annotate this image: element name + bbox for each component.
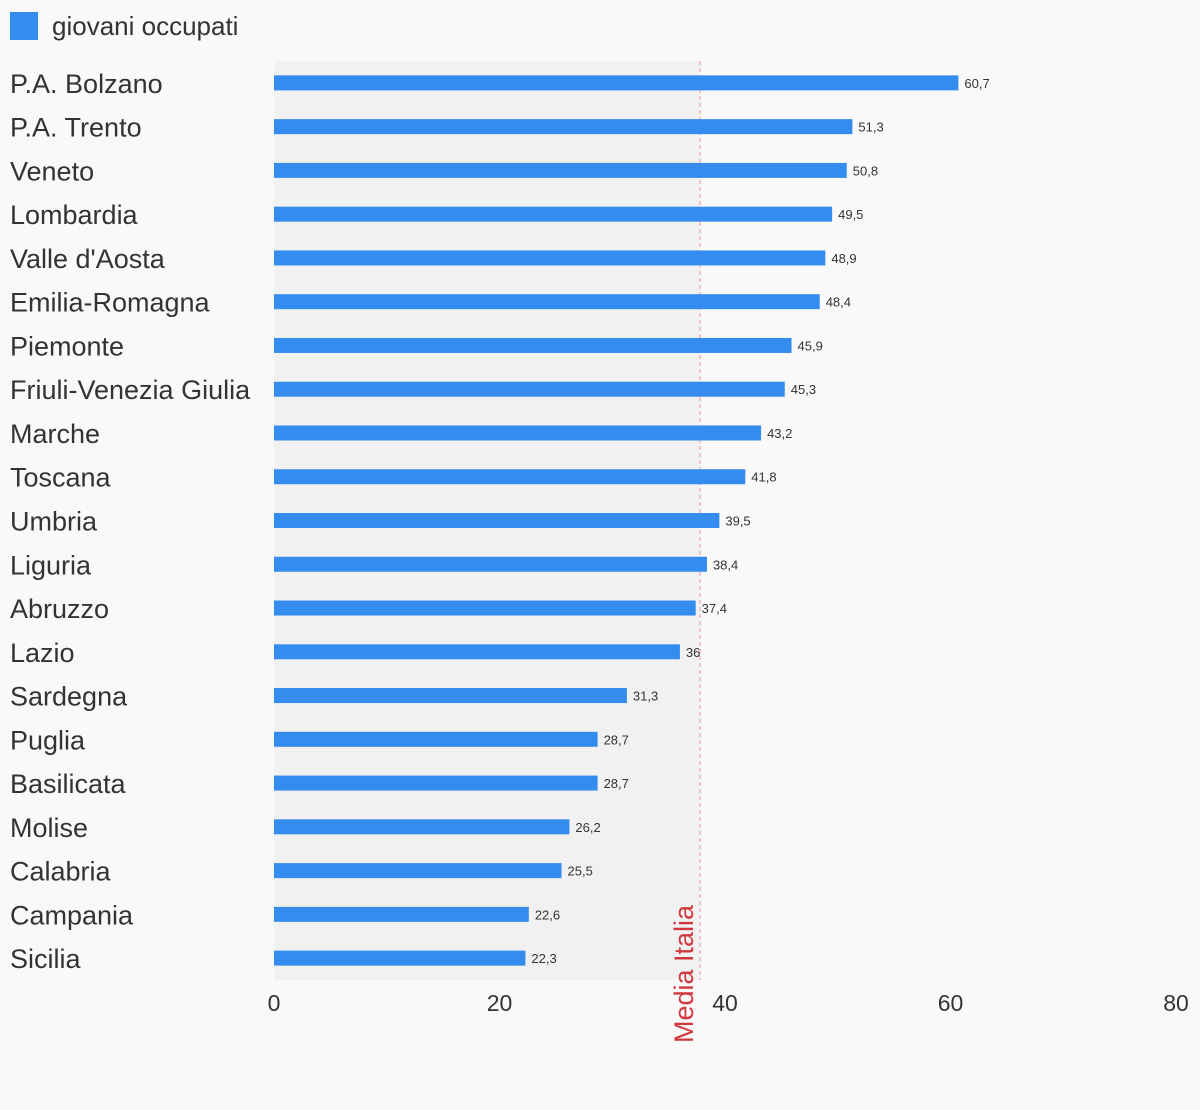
- data-label: 39,5: [725, 514, 750, 529]
- category-label: Calabria: [10, 857, 112, 887]
- bar: [274, 337, 792, 353]
- bar: [274, 469, 746, 485]
- bar: [274, 119, 853, 135]
- legend-swatch: [10, 12, 38, 40]
- data-label: 38,4: [713, 557, 738, 572]
- bar: [274, 775, 598, 791]
- data-label: 26,2: [575, 820, 600, 835]
- category-label: Toscana: [10, 463, 112, 493]
- category-label: Molise: [10, 813, 88, 843]
- bar: [274, 731, 598, 747]
- category-label: Piemonte: [10, 331, 124, 361]
- data-label: 36: [686, 645, 700, 660]
- data-label: 45,9: [798, 338, 823, 353]
- bar: [274, 206, 833, 222]
- bar: [274, 950, 526, 966]
- average-reference-label: Media Italia: [669, 904, 699, 1043]
- data-label: 25,5: [568, 864, 593, 879]
- category-label: P.A. Trento: [10, 113, 142, 143]
- category-label: Lombardia: [10, 200, 139, 230]
- bar: [274, 294, 820, 310]
- category-label: Marche: [10, 419, 100, 449]
- category-label: Sicilia: [10, 944, 82, 974]
- data-label: 31,3: [633, 689, 658, 704]
- bar: [274, 556, 707, 572]
- category-label: Emilia-Romagna: [10, 288, 211, 318]
- bar: [274, 513, 720, 528]
- category-label: Umbria: [10, 507, 98, 537]
- data-label: 45,3: [791, 382, 816, 397]
- bar: [274, 906, 529, 922]
- data-label: 28,7: [604, 776, 629, 791]
- bar: [274, 75, 959, 91]
- bar: [274, 162, 847, 178]
- category-label: Liguria: [10, 550, 92, 580]
- x-tick-label: 20: [487, 990, 513, 1016]
- data-label: 22,3: [531, 951, 556, 966]
- legend: giovani occupati: [10, 10, 238, 42]
- data-label: 22,6: [535, 907, 560, 922]
- category-label: Campania: [10, 900, 134, 930]
- data-label: 60,7: [964, 76, 989, 91]
- bar: [274, 644, 680, 660]
- x-tick-label: 80: [1163, 990, 1189, 1016]
- data-label: 48,4: [826, 295, 851, 310]
- category-label: Sardegna: [10, 682, 128, 712]
- bar: [274, 250, 826, 266]
- category-label: Abruzzo: [10, 594, 109, 624]
- data-label: 37,4: [702, 601, 727, 616]
- bar: [274, 863, 562, 879]
- data-label: 49,5: [838, 207, 863, 222]
- bar: [274, 688, 627, 704]
- data-label: 28,7: [604, 732, 629, 747]
- category-label: Veneto: [10, 156, 94, 186]
- bar: [274, 425, 762, 441]
- category-label: Puglia: [10, 725, 86, 755]
- data-label: 48,9: [831, 251, 856, 266]
- x-tick-label: 40: [712, 990, 738, 1016]
- data-label: 43,2: [767, 426, 792, 441]
- category-label: Valle d'Aosta: [10, 244, 166, 274]
- category-label: Lazio: [10, 638, 75, 668]
- bar: [274, 381, 785, 397]
- category-label: Basilicata: [10, 769, 127, 799]
- x-tick-label: 60: [938, 990, 964, 1016]
- data-label: 51,3: [858, 120, 883, 135]
- data-label: 50,8: [853, 163, 878, 178]
- data-label: 41,8: [751, 470, 776, 485]
- x-tick-label: 0: [268, 990, 281, 1016]
- bar: [274, 819, 570, 835]
- bar: [274, 600, 696, 616]
- category-label: Friuli-Venezia Giulia: [10, 375, 251, 405]
- legend-label: giovani occupati: [52, 10, 239, 41]
- category-label: P.A. Bolzano: [10, 69, 163, 99]
